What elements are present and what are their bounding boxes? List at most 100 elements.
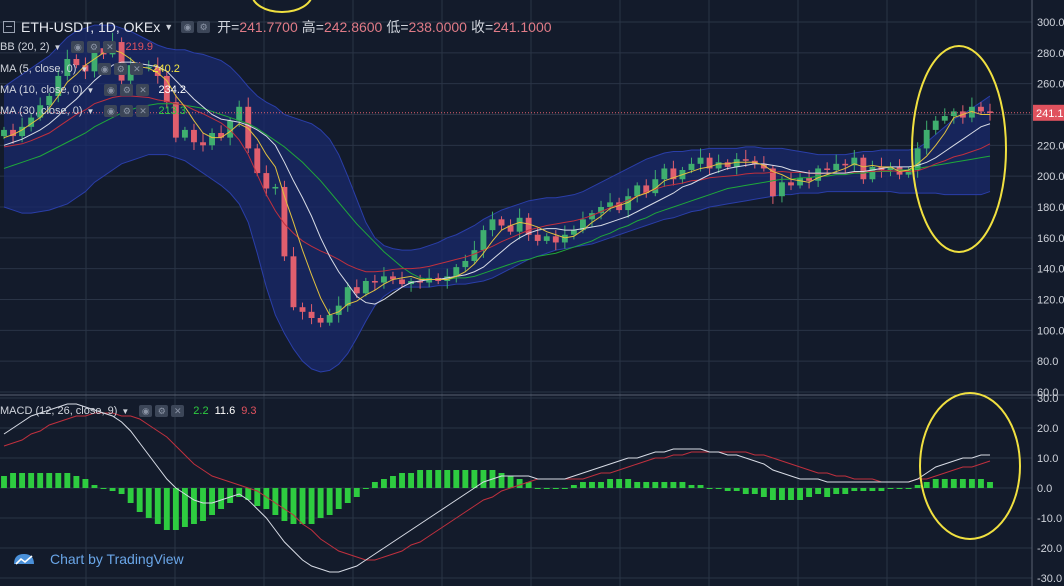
macd-histogram-bar (417, 470, 424, 488)
legend-bb[interactable]: BB (20, 2) ▼ ◉ ⚙ ✕ 219.9 (0, 41, 153, 53)
candle-body (263, 173, 270, 189)
gear-icon[interactable]: ⚙ (155, 405, 169, 417)
candle-body (118, 42, 125, 81)
collapse-icon[interactable] (3, 21, 15, 33)
candle-body (987, 111, 993, 113)
candle-body (579, 219, 586, 231)
candle-body (625, 196, 632, 211)
eye-icon[interactable]: ◉ (71, 41, 85, 53)
close-icon[interactable]: ✕ (136, 84, 150, 96)
legend-bb-value: 219.9 (125, 41, 153, 53)
candle-body (191, 129, 197, 143)
macd-histogram-bar (779, 488, 785, 500)
chevron-down-icon[interactable]: ▼ (86, 106, 95, 116)
candle-body (272, 186, 279, 189)
gear-icon[interactable]: ⚙ (120, 84, 134, 96)
candle-body (10, 129, 16, 137)
candle-body (824, 168, 831, 170)
bb-lower-line (3, 154, 991, 373)
macd-histogram-bar (788, 488, 794, 500)
eye-icon[interactable]: ◉ (104, 84, 118, 96)
tradingview-watermark[interactable]: Chart by TradingView (12, 550, 184, 568)
macd-histogram-bar (552, 488, 559, 489)
candle-body (887, 166, 894, 170)
macd-histogram-bar (19, 473, 26, 488)
macd-histogram-bar (706, 488, 713, 489)
chevron-down-icon[interactable]: ▼ (121, 406, 130, 416)
macd-histogram-bar (200, 488, 206, 521)
legend-macd[interactable]: MACD (12, 26, close, 9) ▼ ◉ ⚙ ✕ 2.2 11.6 9… (0, 405, 256, 417)
candle-body (806, 177, 813, 181)
chevron-down-icon[interactable]: ▼ (164, 22, 174, 32)
legend-ma10[interactable]: MA (10, close, 0) ▼ ◉ ⚙ ✕ 234.2 (0, 84, 186, 96)
candle-body (498, 219, 505, 226)
macd-histogram-bar (543, 488, 550, 489)
macd-histogram-bar (100, 488, 107, 489)
close-icon[interactable]: ✕ (136, 105, 150, 117)
macd-histogram-bar (869, 488, 876, 491)
candle-body (362, 281, 369, 294)
candle-body (561, 234, 568, 243)
macd-histogram-bar (815, 488, 822, 494)
legend-ma5-value: 240.2 (152, 63, 180, 75)
candle-body (1, 129, 7, 137)
gear-icon[interactable]: ⚙ (114, 63, 128, 75)
macd-histogram-bar (254, 488, 261, 506)
eye-icon[interactable]: ◉ (104, 105, 118, 117)
candle-body (64, 59, 71, 76)
macd-histogram-bar (154, 488, 161, 524)
candle-body (462, 260, 469, 268)
macd-histogram-bar (218, 488, 225, 509)
symbol-title[interactable]: ETH-USDT, 1D, OKEx (21, 19, 161, 35)
macd-histogram-bar (797, 488, 803, 500)
candle-body (851, 157, 858, 166)
candle-body (724, 162, 731, 167)
macd-histogram-bar (950, 479, 957, 488)
candle-body (281, 186, 288, 257)
price-axis: 300.0280.0260.0240.0220.0200.0180.0160.0… (1033, 17, 1064, 585)
close-icon[interactable]: ✕ (103, 41, 117, 53)
candle-body (950, 111, 957, 117)
macd-histogram-bar (923, 482, 930, 488)
candle-body (371, 281, 378, 283)
macd-histogram-bar (579, 482, 586, 488)
macd-tick-label: -20.0 (1037, 543, 1062, 555)
chevron-down-icon[interactable]: ▼ (80, 64, 89, 74)
macd-histogram-bar (46, 473, 53, 488)
macd-histogram-bar (851, 488, 858, 491)
chevron-down-icon[interactable]: ▼ (53, 42, 62, 52)
close-icon[interactable]: ✕ (171, 405, 185, 417)
legend-ma10-label: MA (10, close, 0) (0, 84, 83, 96)
bollinger-band-fill (3, 24, 991, 373)
candle-body (326, 314, 333, 323)
macd-histogram-bar (806, 488, 813, 497)
eye-icon[interactable]: ◉ (98, 63, 112, 75)
price-tick-label: 140.0 (1037, 264, 1064, 276)
macd-histogram-bar (625, 479, 632, 488)
macd-histogram-bar (860, 488, 867, 491)
macd-histogram-bar (55, 473, 62, 488)
gear-icon[interactable]: ⚙ (197, 21, 211, 33)
candle-body (91, 48, 98, 72)
candle-body (616, 202, 623, 211)
candle-body (570, 230, 577, 235)
eye-icon[interactable]: ◉ (181, 21, 195, 33)
legend-ma5[interactable]: MA (5, close, 0) ▼ ◉ ⚙ ✕ 240.2 (0, 63, 180, 75)
macd-tick-label: 10.0 (1037, 453, 1058, 465)
close-icon[interactable]: ✕ (130, 63, 144, 75)
candle-body (779, 182, 785, 197)
candle-body (200, 142, 206, 146)
gear-icon[interactable]: ⚙ (87, 41, 101, 53)
gear-icon[interactable]: ⚙ (120, 105, 134, 117)
macd-histogram-bar (118, 488, 125, 494)
macd-histogram-bar (426, 470, 433, 488)
eye-icon[interactable]: ◉ (139, 405, 153, 417)
macd-histogram-bar (498, 473, 505, 488)
open-value: 241.7700 (239, 19, 298, 35)
price-tick-label: 280.0 (1037, 48, 1064, 60)
candle-body (670, 168, 677, 180)
chevron-down-icon[interactable]: ▼ (86, 85, 95, 95)
candle-body (932, 120, 939, 130)
legend-ma30[interactable]: MA (30, close, 0) ▼ ◉ ⚙ ✕ 213.3 (0, 105, 186, 117)
